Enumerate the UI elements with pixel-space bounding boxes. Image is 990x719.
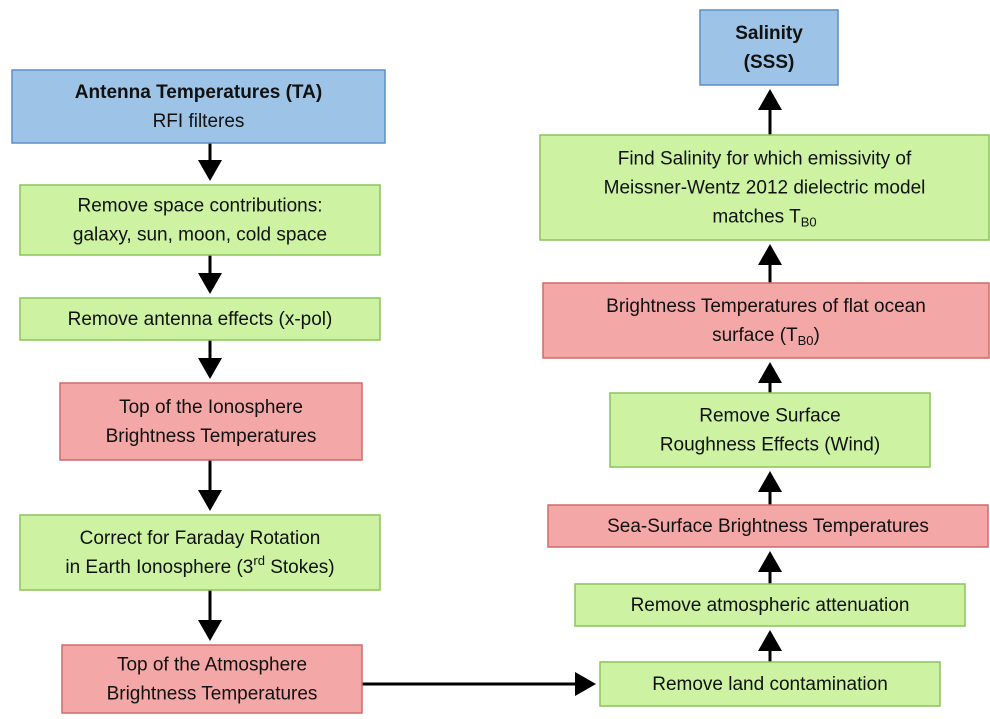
node: Remove atmospheric attenuation xyxy=(574,583,966,627)
node-label: surface (TB0) xyxy=(712,325,820,348)
node-box xyxy=(609,392,931,468)
node-label: Top of the Ionosphere xyxy=(119,397,303,418)
node-box xyxy=(547,504,989,548)
node-label: Remove atmospheric attenuation xyxy=(631,595,910,616)
label-text: Roughness Effects (Wind) xyxy=(660,434,880,455)
node-label: Top of the Atmosphere xyxy=(117,654,307,675)
node-label: Brightness Temperatures of flat ocean xyxy=(606,296,926,317)
node: Top of the Ionosphere Brightness Temperat… xyxy=(59,382,363,461)
node-label: Brightness Temperatures xyxy=(107,683,318,704)
label-text: Top of the Atmosphere xyxy=(117,654,307,675)
node-label: Salinity xyxy=(735,23,803,44)
label-text: Remove atmospheric attenuation xyxy=(631,595,910,616)
label-text: Remove space contributions: xyxy=(77,195,322,216)
node-box xyxy=(59,382,363,461)
subscript: B0 xyxy=(801,214,817,229)
node-box xyxy=(19,184,381,256)
label-text: RFI filteres xyxy=(153,111,245,132)
label-text: Find Salinity for which emissivity of xyxy=(618,148,912,169)
label-suffix: ) xyxy=(814,325,820,346)
node-label: (SSS) xyxy=(744,52,795,73)
node-label: Roughness Effects (Wind) xyxy=(660,434,880,455)
label-text: galaxy, sun, moon, cold space xyxy=(73,224,327,245)
arrows xyxy=(198,89,782,696)
node-label: RFI filteres xyxy=(153,111,245,132)
node: Brightness Temperatures of flat ocean sur… xyxy=(542,282,990,359)
superscript: rd xyxy=(253,553,265,568)
node-label: Correct for Faraday Rotation xyxy=(80,528,321,549)
node-label: Remove land contamination xyxy=(652,674,888,695)
node-box xyxy=(599,661,941,707)
label-text: Top of the Ionosphere xyxy=(119,397,303,418)
node-label: Antenna Temperatures (TA) xyxy=(75,82,322,103)
node-box xyxy=(542,282,990,359)
node-box xyxy=(699,9,839,86)
label-text: Correct for Faraday Rotation xyxy=(80,528,321,549)
node: Remove space contributions: galaxy, sun, … xyxy=(19,184,381,256)
label-text: Meissner-Wentz 2012 dielectric model xyxy=(604,177,926,198)
node: Top of the Atmosphere Brightness Temperat… xyxy=(61,644,363,714)
label-text: (SSS) xyxy=(744,52,795,73)
label-text: Antenna Temperatures (TA) xyxy=(75,82,322,103)
node-box xyxy=(61,644,363,714)
node-label: Remove Surface xyxy=(699,405,841,426)
node: Correct for Faraday Rotation in Earth Ion… xyxy=(19,514,381,591)
label-suffix: Stokes) xyxy=(265,557,335,578)
label-text: in Earth Ionosphere (3 xyxy=(65,557,253,578)
label-text: surface (T xyxy=(712,325,798,346)
label-text: Remove Surface xyxy=(699,405,841,426)
label-text: Remove antenna effects (x-pol) xyxy=(68,309,333,330)
label-text: Salinity xyxy=(735,23,803,44)
node-label: in Earth Ionosphere (3rd Stokes) xyxy=(65,553,334,578)
node-label: Meissner-Wentz 2012 dielectric model xyxy=(604,177,926,198)
subscript: B0 xyxy=(798,333,814,348)
node: Remove Surface Roughness Effects (Wind) xyxy=(609,392,931,468)
node-box xyxy=(539,134,990,241)
node-label: Remove antenna effects (x-pol) xyxy=(68,309,333,330)
node-label: Find Salinity for which emissivity of xyxy=(618,148,912,169)
node-label: galaxy, sun, moon, cold space xyxy=(73,224,327,245)
node-box xyxy=(574,583,966,627)
node-box xyxy=(11,69,386,144)
node: Salinity (SSS) xyxy=(699,9,839,86)
label-text: Brightness Temperatures of flat ocean xyxy=(606,296,926,317)
node: Sea-Surface Brightness Temperatures xyxy=(547,504,989,548)
node-box xyxy=(19,514,381,591)
node: Remove land contamination xyxy=(599,661,941,707)
node: Find Salinity for which emissivity of Mei… xyxy=(539,134,990,241)
label-text: Brightness Temperatures xyxy=(107,683,318,704)
label-text: matches T xyxy=(712,206,801,227)
label-text: Remove land contamination xyxy=(652,674,888,695)
node-label: Remove space contributions: xyxy=(77,195,322,216)
node: Antenna Temperatures (TA) RFI filteres xyxy=(11,69,386,144)
node-label: matches TB0 xyxy=(712,206,816,229)
label-text: Brightness Temperatures xyxy=(106,426,317,447)
node-label: Brightness Temperatures xyxy=(106,426,317,447)
node-label: Sea-Surface Brightness Temperatures xyxy=(607,516,929,537)
label-text: Sea-Surface Brightness Temperatures xyxy=(607,516,929,537)
node-box xyxy=(19,297,381,341)
node: Remove antenna effects (x-pol) xyxy=(19,297,381,341)
